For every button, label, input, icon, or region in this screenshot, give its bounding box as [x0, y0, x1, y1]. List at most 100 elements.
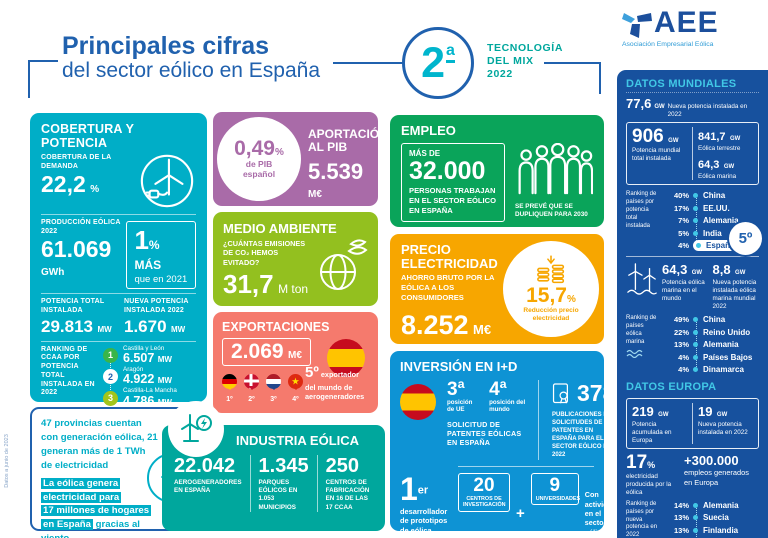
mas-sub: que en 2021 [134, 274, 188, 285]
precio-value: 8.252 [401, 309, 469, 340]
aee-logo-text: AEE [654, 6, 719, 39]
rank-2-circle: 2 [103, 369, 118, 385]
medio-title: MEDIO AMBIENTE [223, 221, 337, 236]
pib-section: 0,49% de PIB español APORTACIÓN AL PIB 5… [213, 112, 388, 206]
europa-empleos: +300.000 empleos generados en Europa [684, 453, 749, 487]
globe-leaf-icon [320, 239, 368, 290]
pib-title: APORTACIÓN AL PIB [308, 127, 388, 155]
exportaciones-flags: 1º 2º 3º ★ 4º [222, 374, 303, 403]
sidebar: DATOS MUNDIALES 77,6 GW Nueva potencia i… [617, 70, 768, 538]
universidades-box: 9 UNIVERSIDADES [530, 472, 580, 506]
mundial-total-value: 906 [632, 125, 664, 147]
ranking-row: 3 Castilla-La Mancha 4.786 MW [103, 388, 196, 407]
germany-flag-pin [222, 374, 237, 389]
ranking-row: 1 Castilla y León 6.507 MW [103, 345, 196, 365]
decor-line [333, 62, 403, 64]
datos-mundiales-title: DATOS MUNDIALES [626, 78, 759, 93]
demanda-label: COBERTURA DE LA DEMANDA [41, 154, 112, 170]
medio-unit: M ton [278, 282, 309, 297]
rank-badge: 2 a [402, 27, 474, 99]
industria-stat: 250 CENTROS DE FABRICACIÓN EN 16 DE LAS … [316, 455, 378, 512]
rank-badge-number: 2 [421, 38, 445, 87]
empleo-label: PERSONAS TRABAJAN EN EL SECTOR EÓLICO EN… [409, 186, 497, 215]
demanda-unit: % [90, 183, 100, 195]
industria-stat: 1.345 PARQUES EÓLICOS EN 1.053 MUNICIPIO… [249, 455, 317, 512]
rank-1-circle: 1 [103, 347, 118, 363]
centros-box: 20 CENTROS DE INVESTIGACIÓN [458, 472, 510, 512]
produccion-value: 61.069 [41, 235, 112, 262]
produccion-unit: GWh [41, 266, 65, 278]
empleo-title: EMPLEO [401, 123, 456, 138]
pib-circle: 0,49% de PIB español [217, 117, 301, 201]
mundial-ranking: Ranking de países por potencia total ins… [626, 189, 762, 255]
pib-value: 5.539 [308, 159, 364, 185]
empleo-section: EMPLEO MÁS DE 32.000 PERSONAS TRABAJAN E… [390, 115, 604, 227]
potencia-total-unit: MW [97, 324, 112, 334]
mundial-ranking-marina: Ranking de países eólica marina 49% China… [626, 313, 759, 376]
patentes-label: SOLICITUD DE PATENTES EÓLICAS EN ESPAÑA [447, 419, 522, 447]
china-flag-pin: ★ [288, 374, 303, 389]
inversion-primer: 1er desarrollador de prototipos de eólic… [400, 470, 448, 538]
medio-ambiente-section: MEDIO AMBIENTE ¿CUÁNTAS EMISIONES DE CO₂… [213, 212, 378, 306]
industria-stat: 22.042 AEROGENERADORES EN ESPAÑA [174, 455, 242, 495]
title-line-1: Principales cifras [62, 32, 270, 60]
aee-logo-subtext: Asociación Empresarial Eólica [622, 41, 714, 48]
ranking-potencia-total: RANKING DE CCAA POR POTENCIA TOTAL INSTA… [41, 345, 196, 410]
datos-europa-title: DATOS EUROPA [626, 380, 717, 393]
exportaciones-title: EXPORTACIONES [222, 320, 330, 334]
title-line-2: del sector eólico en España [62, 59, 320, 83]
europa-ranking: Ranking de países por nueva potencia en … [626, 499, 759, 538]
pib-pct-value: 0,49 [234, 137, 275, 161]
page-title: Principales cifras del sector eólico en … [62, 33, 320, 83]
medio-value: 31,7 [223, 269, 274, 300]
decor-line [28, 60, 30, 98]
inversion-section: INVERSIÓN EN I+D 3ª posición de UE 4ª po… [390, 351, 624, 538]
potencia-total-label: POTENCIA TOTAL INSTALADA [41, 298, 105, 314]
actividades-label: Con actividades en el sector eólico [584, 490, 624, 537]
precio-unit: M€ [473, 321, 492, 337]
aee-logo: AEE Asociación Empresarial Eólica [620, 6, 762, 48]
empleo-value: 32.000 [409, 157, 486, 185]
offshore-turbines-icon [627, 263, 657, 295]
nueva-potencia-unit: MW [171, 324, 186, 334]
mundial-spain-position: 5º [729, 221, 762, 255]
nueva-potencia-value: 1.670 [124, 316, 167, 336]
ranking-total-label: RANKING DE CCAA POR POTENCIA TOTAL INSTA… [41, 345, 95, 397]
industria-section: INDUSTRIA EÓLICA 22.042 AEROGENERADORES … [162, 401, 385, 531]
spain-flag-pin [400, 384, 436, 420]
empleo-box: MÁS DE 32.000 PERSONAS TRABAJAN EN EL SE… [401, 143, 505, 222]
inversion-title: INVERSIÓN EN I+D [400, 359, 518, 374]
europa-electricidad: 17% electricidad producida por la eólica [626, 452, 672, 497]
industria-title: INDUSTRIA EÓLICA [236, 433, 360, 448]
patent-document-icon [552, 382, 568, 403]
decor-line [28, 60, 58, 62]
waves-icon [626, 349, 643, 358]
mundial-box: 906 GW Potencia mundial total instalada … [626, 121, 759, 186]
provincias-line1: 47 provincias cuentan con generación eól… [41, 418, 158, 471]
medio-question: ¿CUÁNTAS EMISIONES DE CO₂ HEMOS EVITADO? [223, 239, 306, 267]
precio-label: AHORRO BRUTO POR LA EÓLICA A LOS CONSUMI… [401, 273, 495, 302]
denmark-flag-pin [244, 374, 259, 389]
coins-icon [537, 255, 565, 284]
mas-value: 1 [134, 225, 149, 255]
precio-reduccion-value: 15,7 [526, 284, 567, 308]
turbine-energy-icon [168, 401, 224, 457]
divider [538, 380, 539, 460]
exportaciones-value-box: 2.069 M€ [222, 338, 311, 367]
demanda-value: 22,2 [41, 170, 86, 197]
exportaciones-value: 2.069 [231, 340, 284, 363]
date-note: Datos a junio de 2023 [4, 434, 10, 488]
precio-reduccion-label: Reducción precio electricidad [523, 307, 579, 322]
mundial-nueva-value: 77,6 [626, 96, 652, 111]
publicaciones-label: PUBLICACIONES DE SOLICITUDES DE PATENTES… [552, 412, 612, 459]
empleo-note: SE PREVÉ QUE SE DUPLIQUEN PARA 2030 [515, 203, 588, 219]
rank-badge-ordinal: a [446, 42, 455, 63]
inversion-publicaciones: 378 PUBLICACIONES DE SOLICITUDES DE PATE… [546, 380, 615, 460]
produccion-label: PRODUCCIÓN EÓLICA 2022 [41, 219, 121, 235]
spain-flag-pin [327, 339, 365, 377]
turbine-plug-icon [140, 154, 194, 208]
exportaciones-rank-text: 5º exportador del mundo de aerogenerador… [305, 364, 365, 401]
precio-title: PRECIO ELECTRICIDAD [401, 242, 498, 271]
provincias-line2: La eólica genera electricidad para 17 mi… [41, 477, 152, 538]
